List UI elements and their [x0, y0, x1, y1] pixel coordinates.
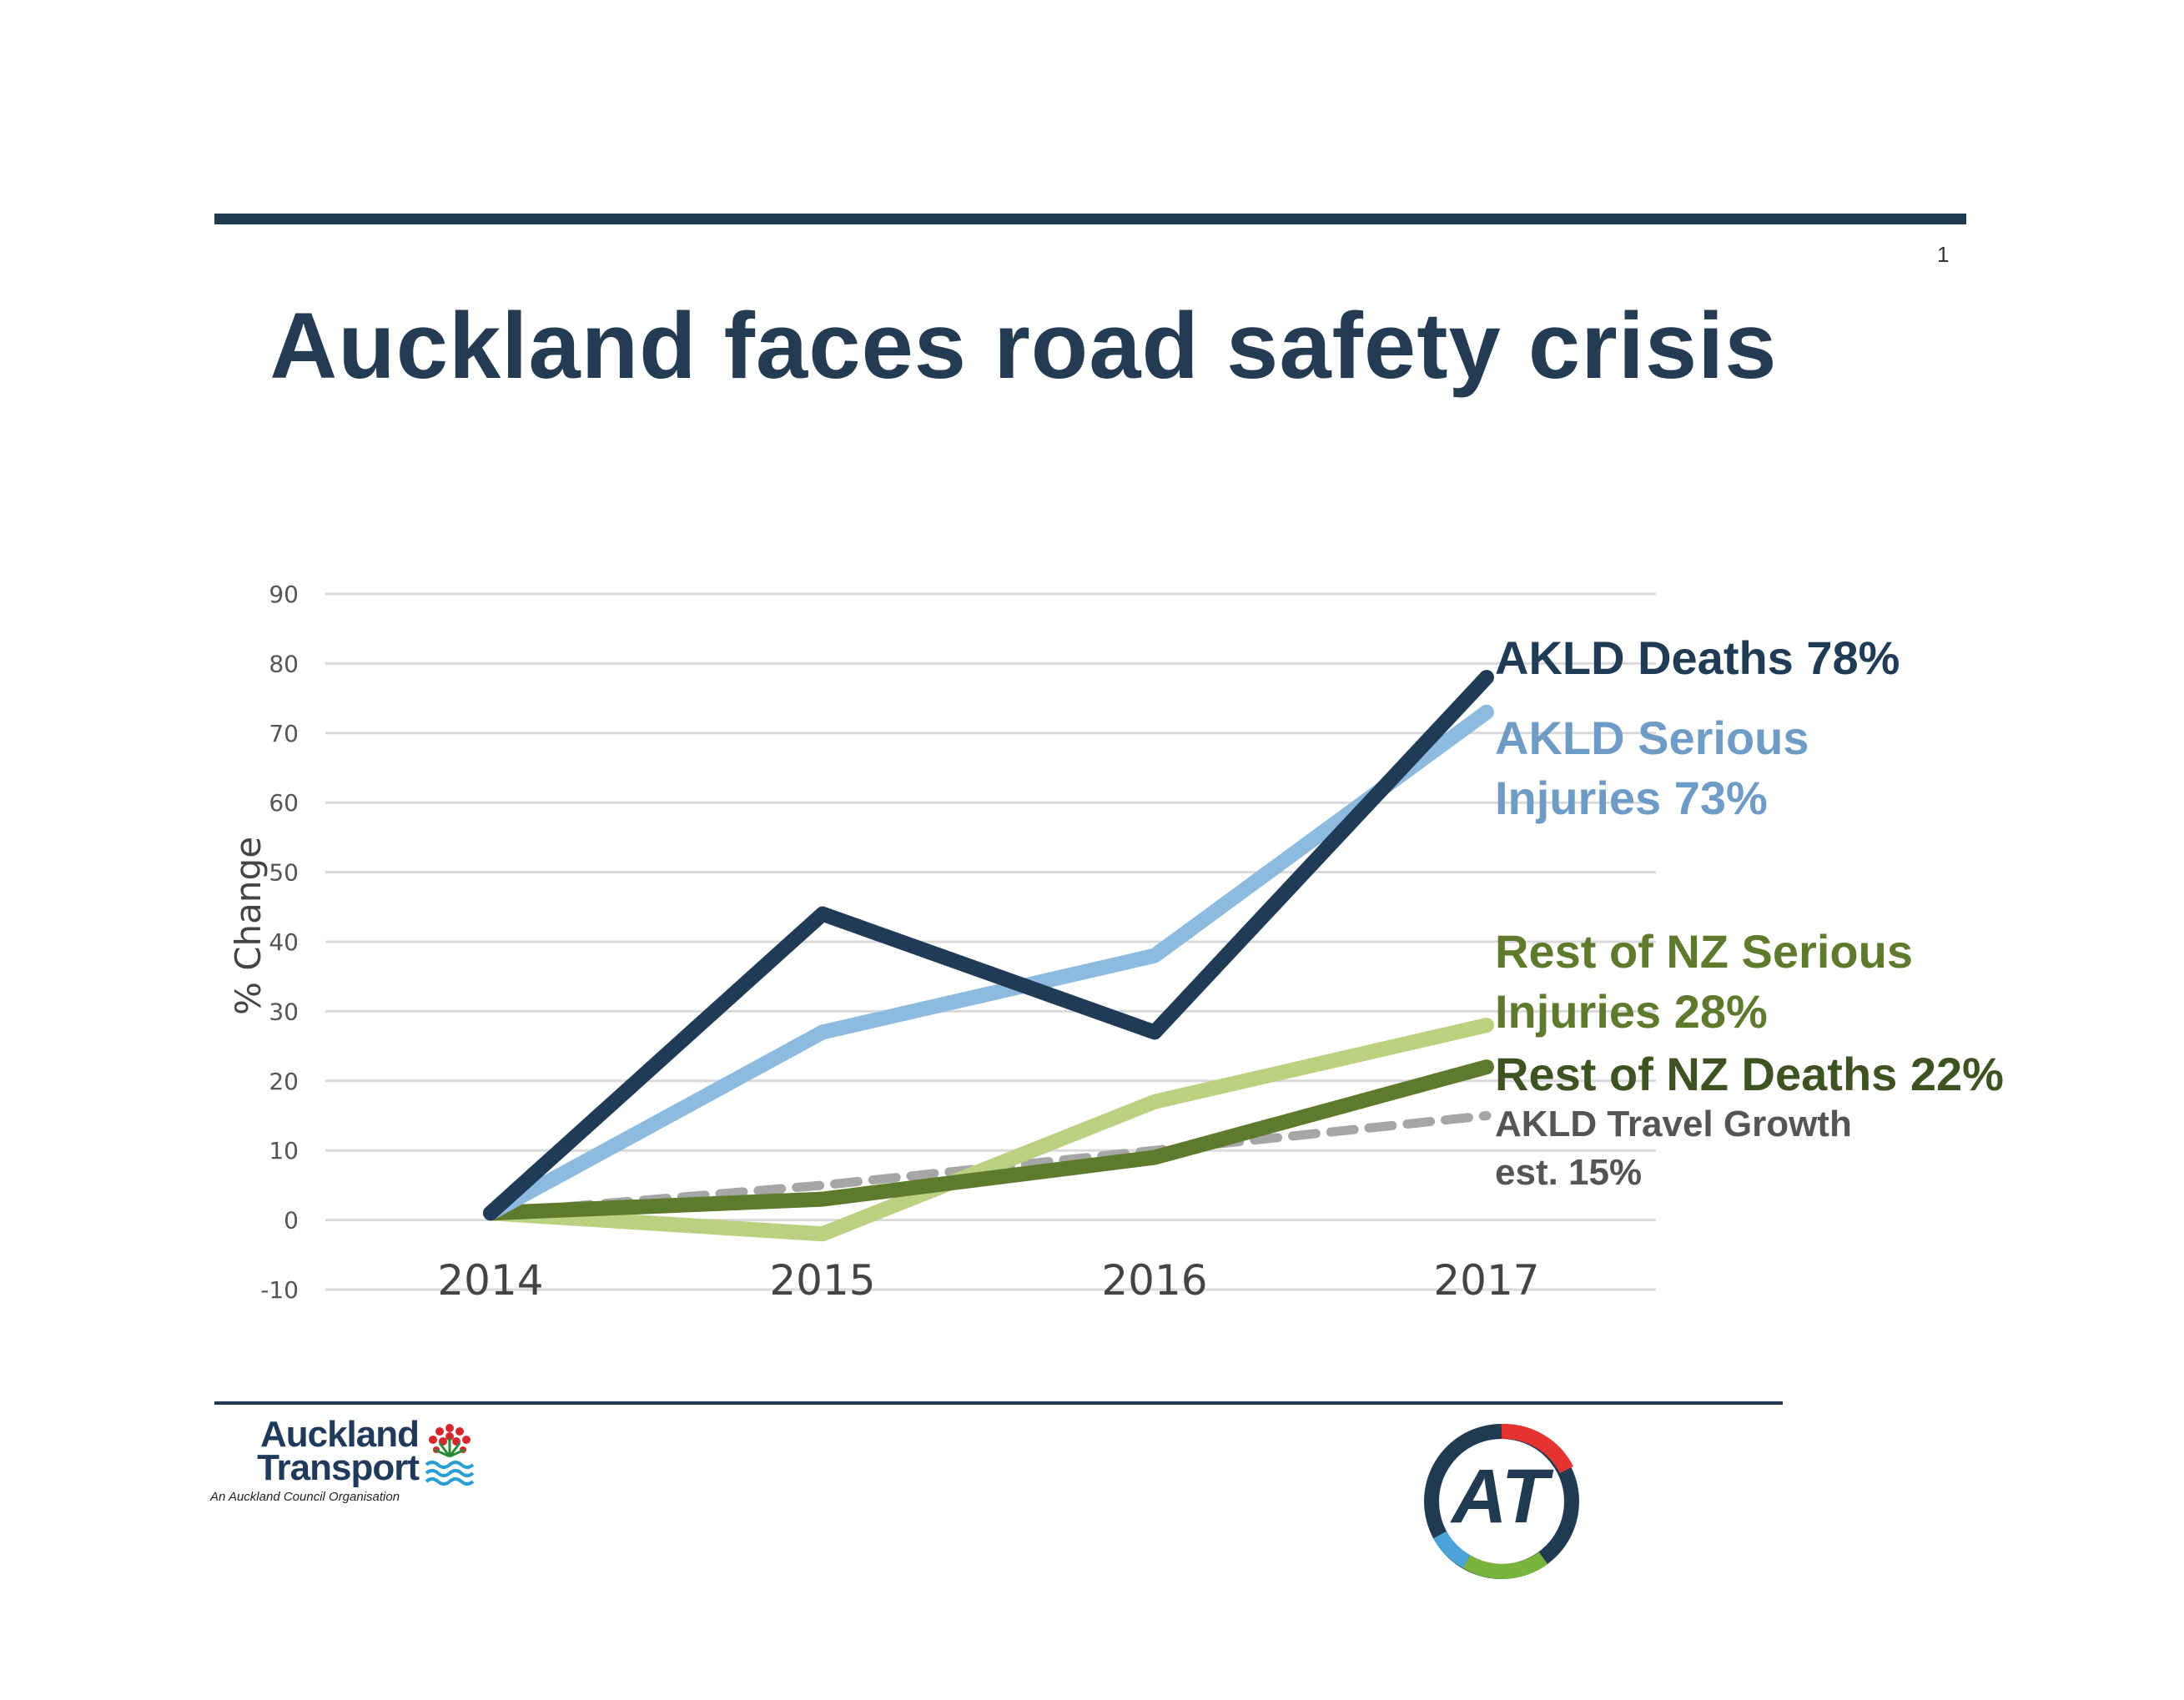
brand-subtitle: An Auckland Council Organisation	[210, 1490, 400, 1504]
series-label-2-line-1: Injuries 28%	[1495, 985, 1768, 1038]
chart-series	[483, 670, 1494, 1242]
brand-name-line2: Transport	[257, 1447, 420, 1488]
series-line-1	[483, 704, 1494, 1221]
y-axis-label: % Change	[228, 837, 269, 1015]
brand-name-line1: Auckland	[259, 1414, 420, 1455]
y-tick-50: 50	[269, 859, 299, 887]
y-tick-10: 10	[269, 1137, 299, 1164]
series-label-1-line-1: Injuries 73%	[1495, 772, 1768, 824]
at-logo-icon: AT	[1424, 1423, 1579, 1579]
page-title: Auckland faces road safety crisis	[269, 294, 1778, 398]
series-label-4-line-1: est. 15%	[1495, 1152, 1642, 1193]
y-tick-70: 70	[269, 720, 299, 747]
series-label-1-line-0: AKLD Serious	[1495, 712, 1809, 764]
top-rule	[214, 214, 1966, 224]
y-tick-80: 80	[269, 650, 299, 677]
y-axis-ticks: -10 0 10 20 30 40 50 60 70 80 90	[260, 581, 299, 1304]
series-line-2	[483, 1018, 1494, 1242]
series-label-2-line-0: Rest of NZ Serious	[1495, 925, 1913, 978]
x-tick-2017: 2017	[1433, 1256, 1539, 1305]
x-tick-2015: 2015	[769, 1256, 875, 1305]
y-tick-90: 90	[269, 581, 299, 608]
series-label-4-line-0: AKLD Travel Growth	[1495, 1104, 1852, 1144]
y-tick-40: 40	[269, 928, 299, 956]
series-line-0	[483, 670, 1494, 1221]
auckland-transport-brand: Auckland Transport An Auckland Council O…	[210, 1414, 475, 1504]
y-tick-0: 0	[284, 1207, 299, 1235]
series-label-0-line-0: AKLD Deaths 78%	[1495, 631, 1900, 684]
series-line-3	[483, 1059, 1494, 1221]
x-tick-2014: 2014	[437, 1256, 543, 1305]
y-tick-20: 20	[269, 1068, 299, 1095]
page-number: 1	[1937, 242, 1950, 267]
x-tick-2016: 2016	[1101, 1256, 1207, 1305]
y-tick-60: 60	[269, 789, 299, 817]
y-tick--10: -10	[260, 1276, 299, 1304]
x-axis-ticks: 2014 2015 2016 2017	[437, 1256, 1539, 1305]
series-label-3-line-0: Rest of NZ Deaths 22%	[1495, 1048, 2004, 1100]
pohutukawa-icon	[425, 1424, 475, 1486]
logo-text: AT	[1450, 1454, 1554, 1539]
y-tick-30: 30	[269, 998, 299, 1025]
bottom-rule	[214, 1401, 1783, 1405]
series-labels: AKLD Deaths 78% AKLD Serious Injuries 73% R…	[1495, 631, 2004, 1193]
